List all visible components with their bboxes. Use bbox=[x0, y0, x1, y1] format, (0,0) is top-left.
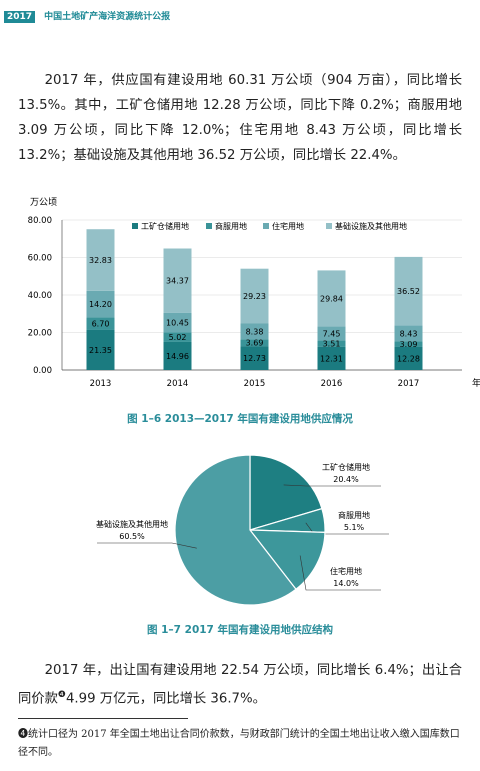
data-label: 7.45 bbox=[323, 329, 341, 338]
data-label: 5.02 bbox=[169, 333, 187, 342]
pie-value-label: 14.0% bbox=[333, 579, 359, 588]
pie-label: 工矿仓储用地 bbox=[322, 462, 370, 472]
data-label: 29.23 bbox=[243, 292, 266, 301]
pie-label: 基础设施及其他用地 bbox=[96, 519, 168, 529]
pie-slice bbox=[249, 454, 323, 531]
pie-value-label: 20.4% bbox=[333, 475, 359, 484]
data-label: 8.43 bbox=[400, 329, 418, 338]
bar-segment bbox=[317, 326, 346, 341]
header: 2017 中国土地矿产海洋资源统计公报 bbox=[0, 4, 170, 23]
bar-segment bbox=[86, 290, 115, 318]
bar-segment bbox=[163, 312, 192, 333]
bar-segment bbox=[394, 346, 423, 370]
leader-line bbox=[283, 484, 381, 487]
y-axis-label: 万公顷 bbox=[30, 197, 57, 208]
legend-label: 工矿仓储用地 bbox=[141, 221, 189, 231]
text: 2017 年，出让国有建设用地 22.54 万公顷，同比增长 6.4%；出让合同… bbox=[18, 663, 462, 707]
bar-segment bbox=[394, 325, 423, 342]
header-title: 中国土地矿产海洋资源统计公报 bbox=[44, 12, 171, 22]
bar-segment bbox=[163, 341, 192, 370]
footnote-rule bbox=[18, 718, 188, 719]
bar-segment bbox=[317, 346, 346, 370]
leader-line bbox=[97, 542, 197, 549]
x-tick-label: 2014 bbox=[167, 379, 189, 389]
bar-segment bbox=[86, 317, 115, 330]
bar-segment bbox=[163, 248, 192, 313]
x-tick-label: 2015 bbox=[244, 379, 266, 389]
pie-value-label: 60.5% bbox=[119, 532, 145, 541]
y-tick-label: 80.00 bbox=[28, 216, 52, 226]
pie-slice bbox=[174, 454, 297, 606]
data-label: 12.31 bbox=[320, 354, 343, 363]
pie-chart: 工矿仓储用地 20.4% 商服用地 5.1% 住宅用地 14.0% 基础设施及其他用地 60.… bbox=[96, 454, 389, 606]
x-axis-unit: 年 bbox=[472, 377, 480, 389]
bar-segment bbox=[394, 256, 423, 326]
data-label: 14.20 bbox=[89, 300, 112, 309]
legend-swatch bbox=[132, 223, 138, 229]
legend-label: 基础设施及其他用地 bbox=[335, 221, 407, 231]
y-tick-label: 40.00 bbox=[28, 291, 52, 301]
data-label: 10.45 bbox=[166, 319, 189, 328]
legend-swatch bbox=[263, 223, 269, 229]
bar-segment bbox=[317, 340, 346, 347]
data-label: 34.37 bbox=[166, 277, 189, 286]
bar-segment bbox=[240, 268, 269, 324]
data-label: 3.09 bbox=[400, 340, 418, 349]
leader-line bbox=[299, 555, 381, 591]
paragraph: 2017 年，供应国有建设用地 60.31 万公顷（904 万亩），同比增长 1… bbox=[18, 73, 462, 163]
bar-segment bbox=[240, 323, 269, 340]
data-label: 21.35 bbox=[89, 346, 112, 355]
figure-caption: 图 1–6 2013—2017 年国有建设用地供应情况 bbox=[127, 413, 353, 425]
data-label: 12.73 bbox=[243, 354, 266, 363]
paragraph: 2017 年，出让国有建设用地 22.54 万公顷，同比增长 6.4%；出让合同… bbox=[18, 658, 462, 711]
legend-label: 商服用地 bbox=[215, 221, 247, 231]
data-label: 32.83 bbox=[89, 256, 112, 265]
bar-segment bbox=[394, 341, 423, 347]
data-label: 36.52 bbox=[397, 287, 420, 296]
header-year: 2017 bbox=[4, 11, 36, 23]
data-label: 3.51 bbox=[323, 340, 341, 349]
footnote: ❹统计口径为 2017 年全国土地出让合同价款数，与财政部门统计的全国土地出让收… bbox=[18, 726, 462, 762]
x-tick-label: 2013 bbox=[90, 379, 112, 389]
bar-segment bbox=[240, 346, 269, 370]
bar-segment bbox=[163, 332, 192, 342]
bar-segment bbox=[317, 270, 346, 327]
pie-label: 商服用地 bbox=[338, 510, 370, 520]
data-label: 29.84 bbox=[320, 294, 343, 303]
text: 4.99 万亿元，同比增长 36.7%。 bbox=[65, 691, 266, 707]
pie-value-label: 5.1% bbox=[344, 523, 365, 532]
footnote-marker: ❹ bbox=[57, 690, 66, 700]
bar-segment bbox=[240, 339, 269, 347]
footnote-marker: ❹ bbox=[18, 729, 28, 740]
x-tick-label: 2016 bbox=[321, 379, 343, 389]
bar-chart: 万公顷 年 0.00 20.00 40.00 60.00 80.00 2013 21.35 6… bbox=[28, 197, 480, 389]
bar-segment bbox=[86, 229, 115, 291]
x-tick-label: 2017 bbox=[398, 379, 420, 389]
legend-swatch bbox=[206, 223, 212, 229]
y-tick-label: 20.00 bbox=[28, 329, 52, 339]
legend-swatch bbox=[326, 223, 332, 229]
y-tick-label: 0.00 bbox=[33, 366, 52, 376]
figure-caption: 图 1–7 2017 年国有建设用地供应结构 bbox=[146, 624, 334, 636]
bar-segment bbox=[86, 329, 115, 370]
data-label: 3.69 bbox=[246, 339, 264, 348]
legend-label: 住宅用地 bbox=[272, 221, 304, 231]
pie-label: 住宅用地 bbox=[330, 566, 362, 576]
y-tick-label: 60.00 bbox=[28, 254, 52, 264]
data-label: 8.38 bbox=[246, 327, 264, 336]
data-label: 12.28 bbox=[397, 354, 420, 363]
pie-slice bbox=[248, 529, 326, 591]
data-label: 6.70 bbox=[92, 320, 110, 329]
footnote-text: 统计口径为 2017 年全国土地出让合同价款数，与财政部门统计的全国土地出让收入… bbox=[18, 729, 460, 758]
data-label: 14.96 bbox=[166, 352, 189, 361]
